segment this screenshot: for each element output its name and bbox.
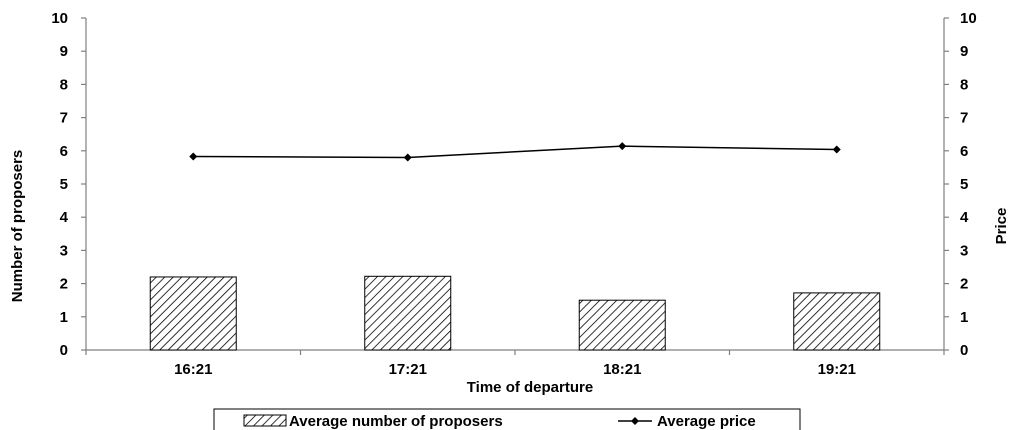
legend-bar-label: Average number of proposers	[289, 413, 503, 430]
right-tick-label: 6	[960, 143, 968, 160]
right-tick-label: 10	[960, 10, 977, 27]
x-tick-label: 19:21	[818, 361, 856, 378]
x-axis-ticks: 16:21 17:21 18:21 19:21	[174, 361, 856, 378]
bar	[150, 277, 236, 350]
right-tick-label: 3	[960, 242, 968, 259]
right-tick-label: 0	[960, 342, 968, 359]
left-tick-label: 10	[51, 10, 68, 27]
price-point	[833, 145, 841, 153]
bar	[794, 293, 880, 350]
bar-series	[150, 276, 880, 350]
price-point	[404, 153, 412, 161]
left-tick-label: 3	[60, 242, 68, 259]
right-tick-label: 2	[960, 276, 968, 293]
left-tick-label: 4	[60, 209, 69, 226]
right-axis-ticks: 0 1 2 3 4 5 6 7 8 9 10	[944, 10, 977, 359]
legend-line-label: Average price	[657, 413, 756, 430]
right-tick-label: 4	[960, 209, 969, 226]
x-tick-label: 18:21	[603, 361, 641, 378]
right-tick-label: 7	[960, 110, 968, 127]
bar	[365, 276, 451, 350]
x-tick-label: 16:21	[174, 361, 212, 378]
left-tick-label: 5	[60, 176, 68, 193]
right-tick-label: 9	[960, 43, 968, 60]
left-tick-label: 6	[60, 143, 68, 160]
right-tick-label: 5	[960, 176, 968, 193]
y-axis-title: Number of proposers	[9, 150, 26, 303]
left-tick-label: 9	[60, 43, 68, 60]
x-tick-label: 17:21	[389, 361, 427, 378]
left-tick-label: 2	[60, 276, 68, 293]
price-point	[189, 152, 197, 160]
left-axis-ticks: 0 1 2 3 4 5 6 7 8 9 10	[51, 10, 86, 359]
right-tick-label: 8	[960, 76, 968, 93]
left-tick-label: 7	[60, 110, 68, 127]
x-axis-title: Time of departure	[467, 379, 593, 396]
bar	[579, 300, 665, 350]
y2-axis-title: Price	[993, 208, 1010, 245]
right-tick-label: 1	[960, 309, 968, 326]
line-series	[189, 142, 841, 161]
legend-bar-swatch	[244, 415, 286, 426]
legend: Average number of proposers Average pric…	[214, 409, 800, 430]
left-tick-label: 1	[60, 309, 68, 326]
left-tick-label: 0	[60, 342, 68, 359]
price-point	[618, 142, 626, 150]
price-line	[193, 146, 837, 157]
left-tick-label: 8	[60, 76, 68, 93]
